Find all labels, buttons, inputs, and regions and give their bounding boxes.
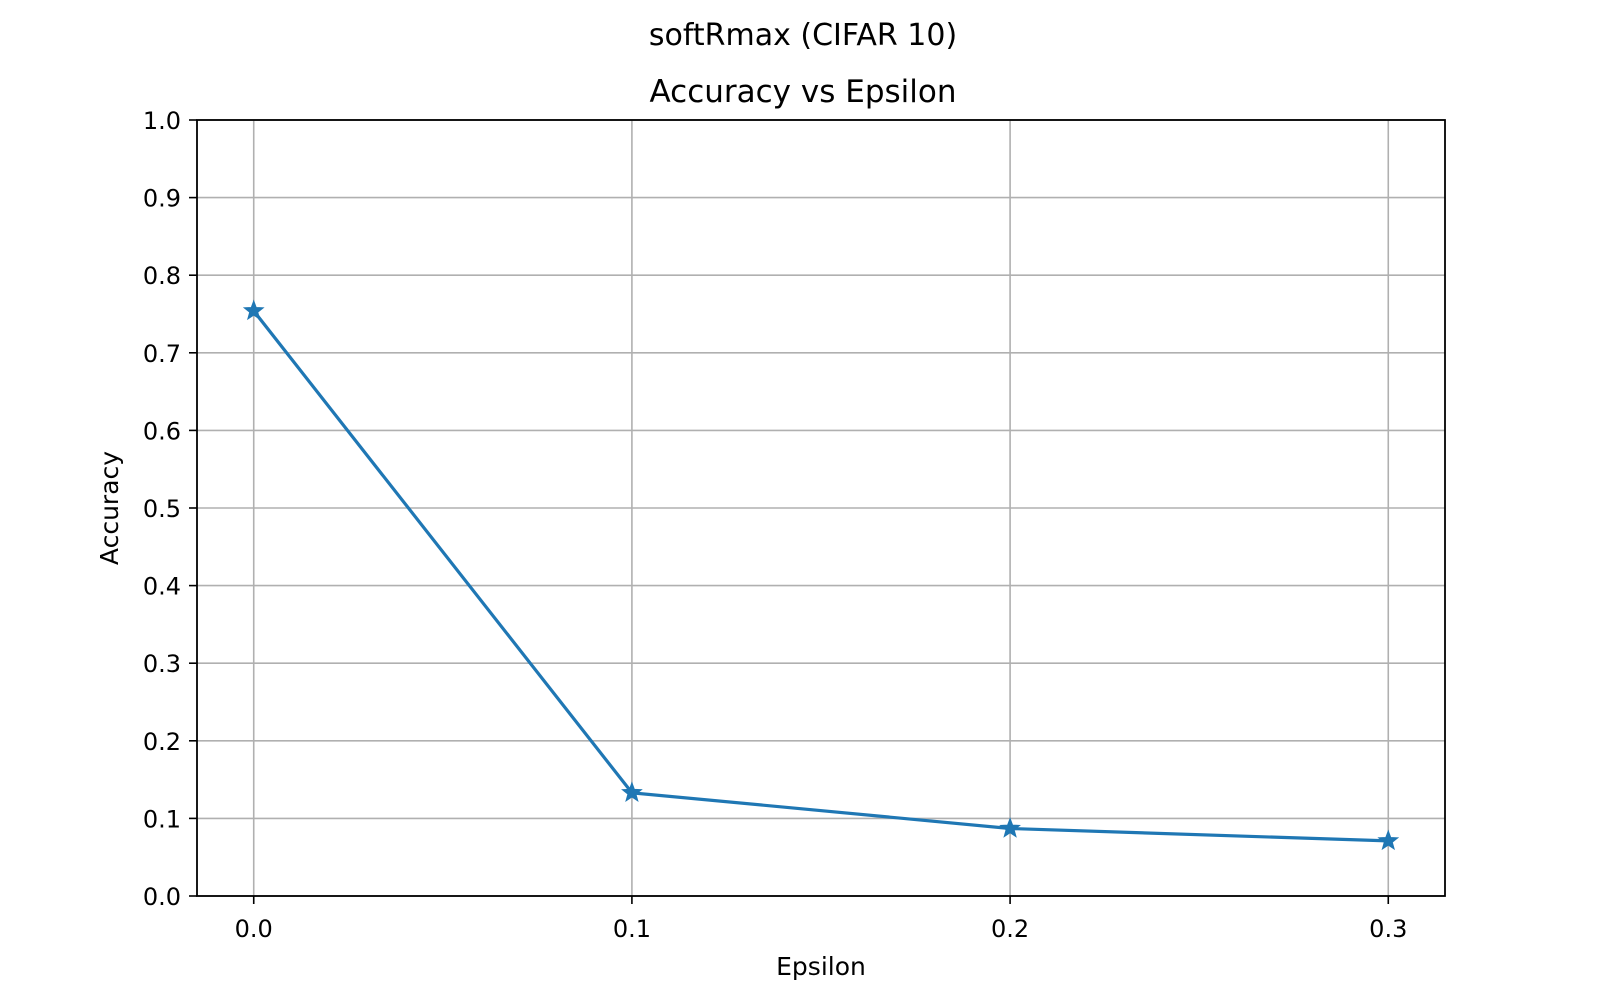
y-tick-label: 0.6 (143, 417, 181, 445)
data-series (242, 299, 1400, 851)
x-axis-label: Epsilon (776, 952, 866, 981)
x-tick-label: 0.3 (1369, 915, 1407, 943)
y-tick-label: 0.4 (143, 573, 181, 601)
y-axis-label: Accuracy (95, 451, 124, 565)
x-tick-label: 0.0 (235, 915, 273, 943)
y-tick-label: 1.0 (143, 107, 181, 135)
y-tick-label: 0.8 (143, 262, 181, 290)
data-point-star (1377, 829, 1400, 851)
chart-suptitle: softRmax (CIFAR 10) (649, 18, 957, 53)
y-tick-label: 0.5 (143, 495, 181, 523)
y-tick-label: 0.3 (143, 650, 181, 678)
x-tick-label: 0.1 (613, 915, 651, 943)
data-point-star (242, 299, 265, 321)
y-tick-label: 0.0 (143, 883, 181, 911)
y-tick-label: 0.9 (143, 185, 181, 213)
x-tick-label: 0.2 (991, 915, 1029, 943)
chart-title: Accuracy vs Epsilon (650, 74, 957, 110)
axis-ticks: 0.0 0.1 0.2 0.3 0.0 0.1 0.2 0.3 0.4 0.5 0.6 0.7 0.8 0… (143, 107, 1408, 943)
y-tick-label: 0.2 (143, 728, 181, 756)
grid (197, 119, 1445, 897)
series-line (252, 309, 1390, 843)
data-point-star (999, 817, 1021, 838)
plot-frame (196, 119, 1446, 897)
y-tick-label: 0.1 (143, 805, 181, 833)
data-point-star (621, 781, 643, 803)
y-tick-label: 0.7 (143, 340, 181, 368)
